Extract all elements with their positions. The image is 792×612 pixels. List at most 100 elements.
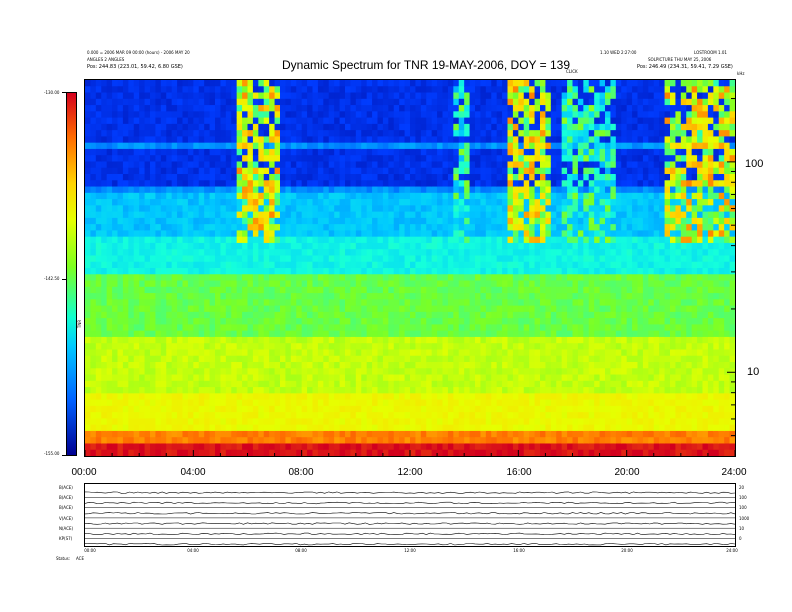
spectrogram-cell bbox=[458, 186, 465, 194]
spectrogram-cell bbox=[144, 192, 151, 200]
spectrogram-cell bbox=[258, 249, 265, 257]
spectrogram-cell bbox=[139, 324, 146, 332]
spectrogram-cell bbox=[242, 387, 249, 394]
spectrogram-cell bbox=[502, 387, 509, 394]
spectrogram-cell bbox=[426, 374, 433, 382]
spectrogram-cell bbox=[301, 130, 308, 137]
spectrogram-cell bbox=[85, 374, 92, 382]
spectrogram-cell bbox=[334, 161, 341, 169]
spectrogram-cell bbox=[90, 368, 97, 376]
spectrogram-cell bbox=[420, 430, 427, 438]
spectrogram-cell bbox=[193, 86, 200, 94]
spectrogram-cell bbox=[85, 349, 92, 357]
spectrogram-cell bbox=[475, 324, 482, 332]
spectrogram-cell bbox=[144, 430, 151, 438]
spectrogram-cell bbox=[355, 268, 362, 275]
spectrogram-cell bbox=[388, 274, 395, 282]
spectrogram-cell bbox=[523, 217, 530, 225]
spectrogram-cell bbox=[95, 205, 102, 213]
spectrogram-cell bbox=[507, 349, 514, 357]
spectrogram-cell bbox=[377, 148, 384, 156]
spectrogram-cell bbox=[182, 274, 189, 282]
spectrogram-cell bbox=[366, 255, 373, 263]
spectrogram-cell bbox=[469, 430, 476, 438]
spectrogram-cell bbox=[95, 236, 102, 244]
spectrogram-cell bbox=[485, 217, 492, 225]
spectrogram-cell bbox=[209, 299, 216, 307]
spectrogram-cell bbox=[361, 192, 368, 200]
spectrogram-cell bbox=[285, 324, 292, 332]
spectrogram-cell bbox=[290, 387, 297, 394]
spectrogram-cell bbox=[285, 167, 292, 175]
spectrogram-cell bbox=[404, 111, 411, 119]
spectrogram-cell bbox=[426, 418, 433, 426]
spectrogram-cell bbox=[133, 142, 140, 150]
spectrogram-cell bbox=[453, 155, 460, 163]
spectrogram-cell bbox=[220, 324, 227, 332]
spectrogram-cell bbox=[377, 161, 384, 169]
spectrogram-cell bbox=[258, 311, 265, 319]
spectrogram-cell bbox=[502, 424, 509, 432]
spectrogram-cell bbox=[290, 343, 297, 351]
spectrogram-cell bbox=[95, 387, 102, 394]
spectrogram-cell bbox=[166, 274, 173, 282]
spectrogram-cell bbox=[496, 412, 503, 419]
spectrogram-cell bbox=[296, 192, 303, 200]
spectrogram-cell bbox=[339, 242, 346, 250]
spectrogram-cell bbox=[204, 393, 211, 401]
spectrogram-cell bbox=[263, 142, 270, 150]
spectrogram-cell bbox=[453, 280, 460, 288]
spectrogram-cell bbox=[328, 236, 335, 244]
spectrogram-cell bbox=[209, 86, 216, 94]
spectrogram-cell bbox=[90, 293, 97, 300]
spectrogram-cell bbox=[225, 349, 232, 357]
spectrogram-cell bbox=[274, 430, 281, 438]
spectrogram-cell bbox=[269, 142, 276, 150]
spectrogram-cell bbox=[204, 136, 211, 144]
spectrogram-cell bbox=[339, 261, 346, 269]
spectrogram-cell bbox=[231, 268, 238, 275]
spectrogram-cell bbox=[523, 324, 530, 332]
spectrogram-cell bbox=[285, 230, 292, 238]
spectrogram-cell bbox=[345, 92, 352, 100]
spectrogram-cell bbox=[361, 230, 368, 238]
spectrogram-cell bbox=[274, 123, 281, 131]
spectrogram-cell bbox=[317, 117, 324, 125]
spectrogram-cell bbox=[393, 211, 400, 219]
spectrogram-cell bbox=[106, 186, 113, 194]
spectrogram-cell bbox=[388, 211, 395, 219]
spectrogram-cell bbox=[182, 311, 189, 319]
spectrogram-cell bbox=[415, 211, 422, 219]
spectrogram-cell bbox=[209, 330, 216, 338]
spectrogram-cell bbox=[274, 343, 281, 351]
spectrogram-cell bbox=[372, 217, 379, 225]
spectrogram-cell bbox=[485, 399, 492, 407]
spectrogram-cell bbox=[404, 199, 411, 206]
spectrogram-cell bbox=[290, 368, 297, 376]
spectrogram-cell bbox=[323, 280, 330, 288]
spectrogram-cell bbox=[475, 399, 482, 407]
spectrogram-cell bbox=[231, 374, 238, 382]
spectrogram-cell bbox=[404, 230, 411, 238]
spectrogram-cell bbox=[458, 330, 465, 338]
spectrogram-cell bbox=[122, 180, 129, 188]
spectrogram-cell bbox=[361, 86, 368, 94]
spectrogram-cell bbox=[529, 161, 536, 169]
spectrogram-cell bbox=[150, 405, 157, 413]
spectrogram-cell bbox=[458, 230, 465, 238]
spectrogram-cell bbox=[209, 136, 216, 144]
spectrogram-cell bbox=[361, 136, 368, 144]
spectrogram-cell bbox=[502, 192, 509, 200]
spectrogram-cell bbox=[247, 174, 254, 181]
spectrogram-cell bbox=[204, 261, 211, 269]
spectrogram-cell bbox=[480, 362, 487, 369]
spectrogram-cell bbox=[458, 437, 465, 445]
spectrogram-cell bbox=[106, 412, 113, 419]
spectrogram-cell bbox=[187, 186, 194, 194]
spectrogram-cell bbox=[415, 242, 422, 250]
spectrogram-cell bbox=[220, 249, 227, 257]
spectrogram-cell bbox=[90, 155, 97, 163]
spectrogram-cell bbox=[410, 98, 417, 106]
spectrogram-cell bbox=[274, 224, 281, 231]
spectrogram-cell bbox=[106, 255, 113, 263]
